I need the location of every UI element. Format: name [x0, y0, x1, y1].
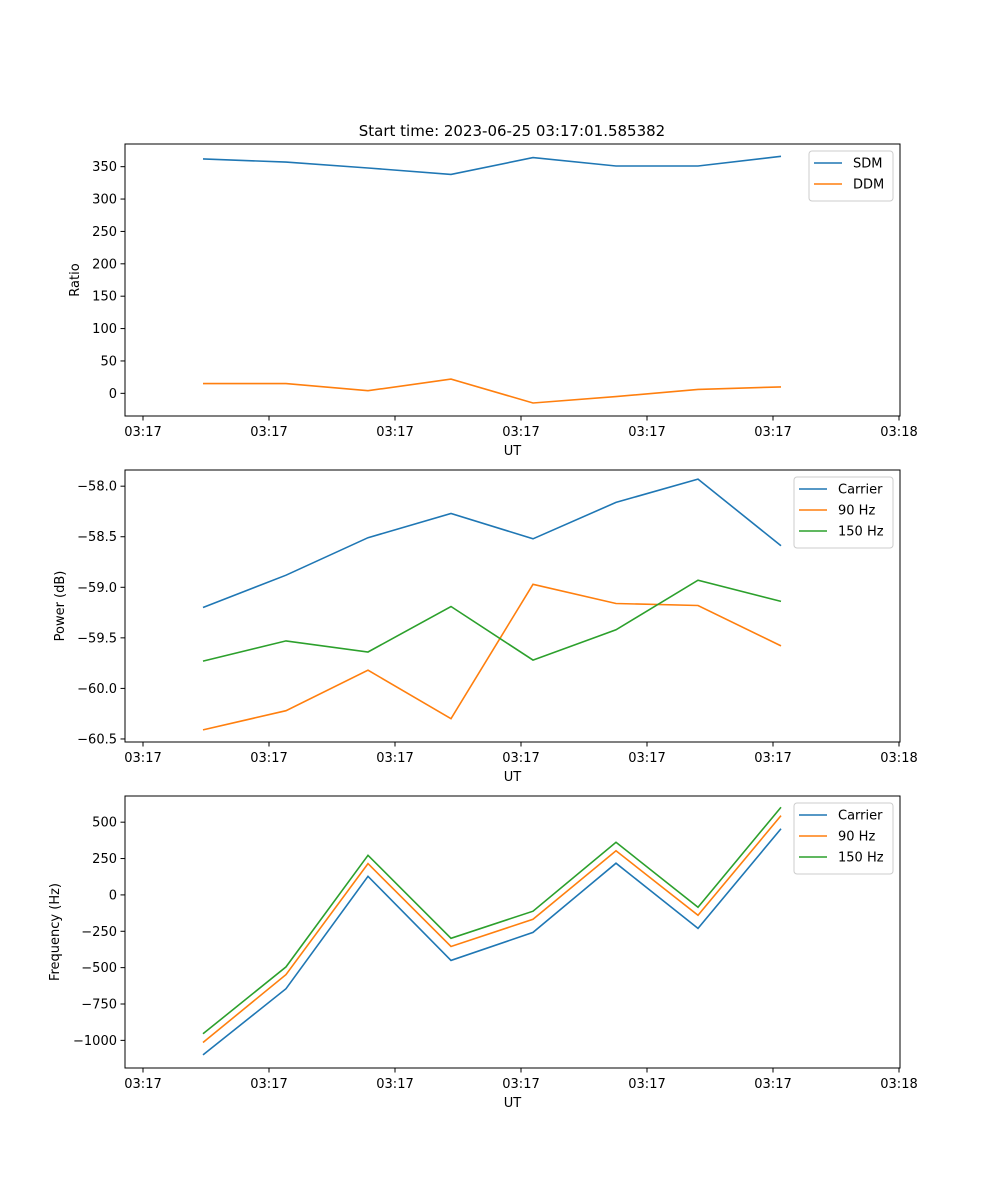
y-tick-label: 350: [92, 160, 117, 175]
legend: SDM DDM: [808, 150, 894, 202]
x-axis-label: UT: [504, 1096, 522, 1111]
figure-title: Start time: 2023-06-25 03:17:01.585382: [359, 122, 665, 140]
legend-label: SDM: [853, 157, 882, 172]
series-line-2: [203, 378, 782, 404]
series-line-1: [202, 828, 782, 1056]
y-tick-label: −750: [81, 998, 117, 1013]
x-tick-label: 03:17: [124, 425, 161, 440]
series-line-2: [202, 583, 782, 731]
y-tick-label: −58.0: [77, 480, 117, 495]
x-axis-label: UT: [504, 770, 522, 785]
legend-label: 150 Hz: [838, 851, 884, 866]
y-tick-label: 0: [109, 387, 117, 402]
y-tick-label: 50: [100, 354, 117, 369]
series-lines: [202, 478, 782, 731]
x-tick-label: 03:17: [502, 1077, 539, 1092]
x-tick-label: 03:17: [376, 1077, 413, 1092]
legend-label: Carrier: [838, 483, 883, 498]
axes-frame: [124, 143, 901, 417]
legend-label: Carrier: [838, 809, 883, 824]
y-tick-label: 100: [92, 322, 117, 337]
series-line-1: [202, 155, 782, 176]
x-tick-label: 03:17: [754, 1077, 791, 1092]
y-tick-label: −500: [81, 961, 117, 976]
y-axis-label: Ratio: [68, 263, 83, 296]
series-line-3: [202, 579, 782, 662]
y-tick-label: 0: [109, 888, 117, 903]
x-tick-label: 03:18: [880, 425, 917, 440]
y-tick-label: 150: [92, 290, 117, 305]
y-axis-label: Frequency (Hz): [48, 883, 63, 981]
y-axis-label: Power (dB): [53, 571, 68, 642]
y-tick-label: −60.5: [77, 732, 117, 747]
x-tick-label: 03:17: [502, 751, 539, 766]
x-tick-label: 03:17: [628, 751, 665, 766]
x-tick-label: 03:17: [376, 425, 413, 440]
series-line-2: [202, 815, 782, 1044]
y-tick-label: −58.5: [77, 530, 117, 545]
x-tick-label: 03:17: [124, 1077, 161, 1092]
legend-label: DDM: [853, 178, 884, 193]
y-tick-label: −250: [81, 925, 117, 940]
x-tick-label: 03:17: [628, 1077, 665, 1092]
y-tick-label: −59.0: [77, 581, 117, 596]
y-tick-label: −1000: [73, 1034, 117, 1049]
x-tick-label: 03:18: [880, 751, 917, 766]
y-tick-label: 250: [92, 225, 117, 240]
y-tick-label: −60.0: [77, 682, 117, 697]
y-tick-label: −59.5: [77, 631, 117, 646]
x-tick-label: 03:17: [376, 751, 413, 766]
subplots: 03:17 03:17 03:17 03:17 03:17 03:17 03:18 0 50 10…: [48, 143, 918, 1111]
subplot-2: 03:17 03:17 03:17 03:17 03:17 03:17 03:18 −60.5…: [53, 469, 918, 785]
x-tick-label: 03:18: [880, 1077, 917, 1092]
series-line-1: [202, 478, 782, 609]
y-tick-label: 300: [92, 193, 117, 208]
series-lines: [202, 155, 782, 404]
axes-frame: [124, 795, 901, 1069]
legend-label: 90 Hz: [838, 504, 875, 519]
x-axis-label: UT: [504, 444, 522, 459]
x-tick-label: 03:17: [124, 751, 161, 766]
x-tick-label: 03:17: [754, 425, 791, 440]
y-tick-label: 200: [92, 257, 117, 272]
series-lines: [202, 806, 782, 1056]
legend-label: 150 Hz: [838, 525, 884, 540]
x-tick-label: 03:17: [250, 1077, 287, 1092]
series-line-3: [202, 806, 782, 1035]
axes-frame: [124, 469, 901, 743]
x-tick-label: 03:17: [250, 425, 287, 440]
legend: Carrier 90 Hz 150 Hz: [793, 802, 894, 875]
x-tick-label: 03:17: [502, 425, 539, 440]
y-tick-label: 500: [92, 816, 117, 831]
x-tick-label: 03:17: [250, 751, 287, 766]
legend: Carrier 90 Hz 150 Hz: [793, 476, 894, 549]
x-tick-label: 03:17: [754, 751, 791, 766]
legend-label: 90 Hz: [838, 830, 875, 845]
subplot-1: 03:17 03:17 03:17 03:17 03:17 03:17 03:18 0 50 10…: [68, 143, 918, 459]
subplot-3: 03:17 03:17 03:17 03:17 03:17 03:17 03:18 −1000…: [48, 795, 918, 1111]
y-tick-label: 250: [92, 852, 117, 867]
x-tick-label: 03:17: [628, 425, 665, 440]
